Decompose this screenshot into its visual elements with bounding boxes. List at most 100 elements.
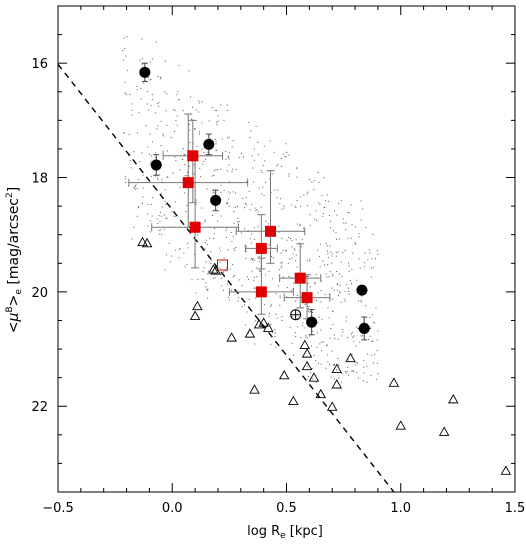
cloud-dot xyxy=(299,242,301,244)
cloud-dot xyxy=(221,277,223,279)
cloud-dot xyxy=(199,167,201,169)
cloud-dot xyxy=(172,172,174,174)
cloud-dot xyxy=(366,323,368,325)
y-tick-labels: 16 18 20 22 xyxy=(31,57,48,415)
cloud-dot xyxy=(276,197,278,199)
cloud-dot xyxy=(372,362,374,364)
cloud-dot xyxy=(139,59,141,61)
cloud-dot xyxy=(309,286,311,288)
cloud-dot xyxy=(330,328,332,330)
cloud-dot xyxy=(328,293,330,295)
cloud-dot xyxy=(316,249,318,251)
cloud-dot xyxy=(233,223,235,225)
red-square-point xyxy=(187,150,199,162)
cloud-dot xyxy=(238,297,240,299)
triangle-point xyxy=(288,395,299,406)
cloud-dot xyxy=(347,287,349,289)
cloud-dot xyxy=(331,252,333,254)
cloud-dot xyxy=(276,165,278,167)
cloud-dot xyxy=(321,319,323,321)
cloud-dot xyxy=(202,246,204,248)
cloud-dot xyxy=(195,199,197,201)
cloud-dot xyxy=(363,266,365,268)
triangle-point xyxy=(301,360,313,371)
cloud-dot xyxy=(279,304,281,306)
cloud-dot xyxy=(361,295,363,297)
cloud-dot xyxy=(190,96,192,98)
cloud-dot xyxy=(366,381,368,383)
cloud-dot xyxy=(360,200,362,202)
cloud-dot xyxy=(159,211,161,213)
cloud-dot xyxy=(281,262,283,264)
cloud-dot xyxy=(157,75,159,77)
cloud-dot xyxy=(242,156,244,158)
cloud-dot xyxy=(150,203,152,205)
cloud-dot xyxy=(360,301,362,303)
triangle-point xyxy=(189,310,201,320)
cloud-dot xyxy=(165,217,167,219)
cloud-dot xyxy=(184,265,186,267)
cloud-dot xyxy=(277,285,279,287)
cloud-dot xyxy=(136,89,138,91)
cloud-dot xyxy=(137,207,139,209)
cloud-dot xyxy=(352,336,354,338)
cloud-dot xyxy=(142,174,144,176)
cloud-dot xyxy=(216,123,218,125)
cloud-dot xyxy=(169,261,171,263)
cloud-dot xyxy=(309,258,311,260)
cloud-dot xyxy=(193,164,195,166)
black-circle-point xyxy=(358,322,370,334)
cloud-dot xyxy=(280,158,282,160)
cloud-dot xyxy=(154,112,156,114)
cloud-dot xyxy=(229,192,231,194)
cloud-dot xyxy=(165,254,167,256)
x-tick-label: 1.0 xyxy=(390,501,411,516)
x-tick-label: 1.5 xyxy=(505,501,526,516)
cloud-dot xyxy=(186,175,188,177)
cloud-dot xyxy=(209,237,211,239)
cloud-dot xyxy=(282,153,284,155)
cloud-dot xyxy=(166,124,168,126)
cloud-dot xyxy=(147,225,149,227)
cloud-dot xyxy=(131,103,133,105)
cloud-dot xyxy=(278,231,280,233)
cloud-dot xyxy=(244,228,246,230)
cloud-dot xyxy=(254,259,256,261)
cloud-dot xyxy=(334,337,336,339)
cloud-dot xyxy=(271,304,273,306)
x-axis-label: log Re [kpc] xyxy=(247,524,323,541)
x-tick-label: 0.0 xyxy=(162,501,183,516)
cloud-dot xyxy=(178,65,180,67)
cloud-dot xyxy=(125,93,127,95)
cloud-dot xyxy=(150,79,152,81)
cloud-dot xyxy=(280,267,282,269)
cloud-dot xyxy=(158,106,160,108)
cloud-dot xyxy=(351,224,353,226)
triangle-point xyxy=(388,377,400,387)
cloud-dot xyxy=(248,332,250,334)
cloud-dot xyxy=(345,320,347,322)
cloud-dot xyxy=(174,109,176,111)
cloud-dot xyxy=(303,194,305,196)
cloud-dot xyxy=(217,120,219,122)
cloud-dot xyxy=(354,243,356,245)
cloud-dot xyxy=(217,220,219,222)
cloud-dot xyxy=(359,267,361,269)
cloud-dot xyxy=(296,266,298,268)
cloud-dot xyxy=(264,160,266,162)
cloud-dot xyxy=(126,35,128,37)
cloud-dot xyxy=(275,332,277,334)
cloud-dot xyxy=(245,324,247,326)
cloud-dot xyxy=(285,156,287,158)
cloud-dot xyxy=(228,158,230,160)
cloud-dot xyxy=(238,157,240,159)
cloud-dot xyxy=(275,293,277,295)
cloud-dot xyxy=(176,93,178,95)
plot-frame xyxy=(57,5,516,493)
cloud-dot xyxy=(296,318,298,320)
cloud-dot xyxy=(148,77,150,79)
cloud-dot xyxy=(133,226,135,228)
cloud-dot xyxy=(318,182,320,184)
cloud-dot xyxy=(232,276,234,278)
cloud-dot xyxy=(160,193,162,195)
